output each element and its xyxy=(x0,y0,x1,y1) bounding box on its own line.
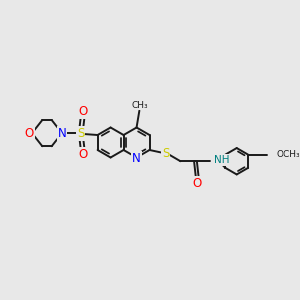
Text: O: O xyxy=(25,127,34,140)
Text: N: N xyxy=(58,127,66,140)
Text: S: S xyxy=(162,147,169,160)
Text: N: N xyxy=(132,152,141,165)
Text: NH: NH xyxy=(214,155,230,165)
Text: O: O xyxy=(78,148,87,161)
Text: O: O xyxy=(193,177,202,190)
Text: S: S xyxy=(77,127,84,140)
Text: CH₃: CH₃ xyxy=(131,100,148,109)
Text: OCH₃: OCH₃ xyxy=(276,150,300,159)
Text: O: O xyxy=(78,105,87,118)
